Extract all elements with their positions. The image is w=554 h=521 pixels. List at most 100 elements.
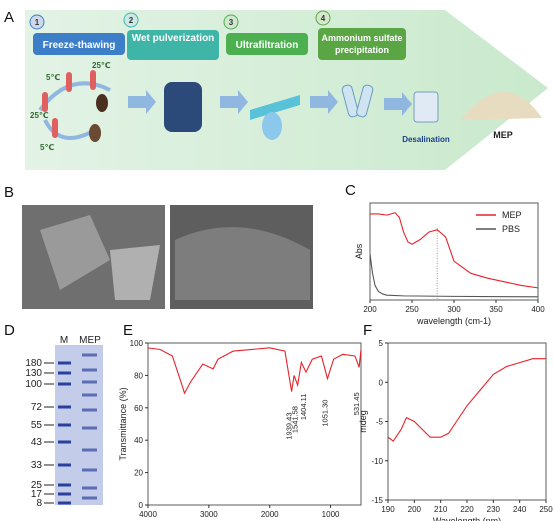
ladder-label: 180 bbox=[25, 358, 42, 369]
sample-band bbox=[82, 448, 97, 452]
droplet bbox=[262, 112, 282, 140]
x-tick-label: 300 bbox=[447, 305, 461, 314]
y-tick-label: 80 bbox=[134, 371, 143, 380]
flow-arrow bbox=[220, 90, 248, 114]
powder bbox=[460, 91, 542, 120]
plot-frame bbox=[387, 342, 547, 501]
x-tick-label: 230 bbox=[487, 505, 501, 514]
chart: E4000300020001000020406080100wavelength … bbox=[118, 322, 362, 519]
step-box bbox=[318, 28, 406, 60]
product-label: MEP bbox=[493, 130, 513, 140]
ladder-label: 55 bbox=[31, 420, 43, 431]
x-tick-label: 250 bbox=[539, 505, 553, 514]
ladder-band bbox=[58, 440, 71, 444]
panel-label: A bbox=[4, 9, 14, 26]
mushroom bbox=[89, 124, 101, 142]
peak-label: 1541.58 bbox=[291, 406, 300, 433]
y-tick-label: 20 bbox=[134, 469, 143, 478]
tube bbox=[341, 84, 359, 118]
sample-band bbox=[82, 408, 97, 412]
legend-label: MEP bbox=[502, 210, 522, 220]
x-tick-label: 210 bbox=[434, 505, 448, 514]
ladder-band bbox=[58, 492, 71, 496]
sem-feature bbox=[110, 245, 160, 300]
panel-label: B bbox=[4, 184, 14, 201]
ladder-band bbox=[58, 382, 71, 386]
data-line bbox=[147, 347, 362, 395]
ladder-label: 8 bbox=[36, 498, 42, 509]
ladder-band bbox=[58, 361, 71, 365]
ladder-label: 25 bbox=[31, 480, 43, 491]
step-box bbox=[127, 30, 219, 60]
flow-arrow bbox=[128, 90, 156, 114]
peak-label: 1404.11 bbox=[299, 394, 308, 421]
legend-label: PBS bbox=[502, 224, 520, 234]
chart: C 200 250 300 350 400 wavelength (cm-1) Abs MEP P… bbox=[345, 182, 545, 326]
sample-band bbox=[82, 496, 97, 500]
y-tick-label: 0 bbox=[379, 378, 384, 387]
x-tick-label: 1000 bbox=[322, 510, 340, 519]
x-tick-label: 4000 bbox=[139, 510, 157, 519]
y-tick-label: 60 bbox=[134, 404, 143, 413]
flow-arrow bbox=[310, 90, 338, 114]
ladder-label: 130 bbox=[25, 368, 42, 379]
thermometer bbox=[66, 72, 72, 92]
ladder-label: 33 bbox=[31, 460, 43, 471]
peak-label: 1051.30 bbox=[320, 400, 329, 427]
sample-band bbox=[82, 368, 97, 372]
lane-label: MEP bbox=[79, 335, 101, 346]
y-axis-label: mdeg bbox=[358, 410, 368, 433]
sample-band bbox=[82, 426, 97, 430]
x-tick-label: 200 bbox=[408, 505, 422, 514]
x-tick-label: 250 bbox=[405, 305, 419, 314]
grinder bbox=[164, 82, 202, 132]
sample-band bbox=[82, 353, 97, 357]
x-tick-label: 220 bbox=[460, 505, 474, 514]
step-number bbox=[29, 14, 45, 30]
sem-feature bbox=[175, 227, 310, 300]
step-label: Ultrafiltration bbox=[236, 40, 299, 51]
mushroom bbox=[96, 94, 108, 112]
thermometer bbox=[52, 118, 58, 138]
peak-label: 531.45 bbox=[352, 392, 361, 415]
sample-band bbox=[82, 468, 97, 472]
ladder-label: 72 bbox=[31, 402, 43, 413]
y-axis-label: Transmittance (%) bbox=[118, 387, 128, 460]
thermometer bbox=[42, 92, 48, 112]
step-label: Wet pulverization bbox=[131, 33, 215, 44]
ladder-band bbox=[58, 405, 71, 409]
thermometer bbox=[90, 70, 96, 90]
ladder-band bbox=[58, 423, 71, 427]
ladder-label: 100 bbox=[25, 379, 42, 390]
step-number-text: 4 bbox=[321, 14, 326, 23]
panel-label: F bbox=[363, 322, 372, 339]
y-tick-label: 5 bbox=[379, 339, 384, 348]
lane-label: M bbox=[60, 335, 68, 346]
temperature: 5℃ bbox=[40, 143, 54, 152]
panel-a: A 1 2 3 4 Freeze-thawing Wet pulverizati… bbox=[4, 9, 548, 170]
step-label-box: Ammonium sulfate precipitation bbox=[321, 33, 402, 55]
data-line bbox=[370, 212, 539, 289]
sem-feature bbox=[40, 215, 110, 290]
step-box bbox=[226, 33, 308, 55]
panel-label: D bbox=[4, 322, 15, 339]
panel-label: E bbox=[123, 322, 133, 339]
x-axis-label: wavelength (cm-1) bbox=[416, 316, 491, 326]
data-line bbox=[369, 253, 539, 298]
y-tick-label: -5 bbox=[376, 418, 384, 427]
temperature: 25℃ bbox=[92, 61, 111, 70]
ladder-band bbox=[58, 501, 71, 505]
x-tick-label: 190 bbox=[381, 505, 395, 514]
step-number-text: 3 bbox=[229, 18, 234, 27]
x-tick-label: 2000 bbox=[261, 510, 279, 519]
y-tick-label: 100 bbox=[130, 339, 144, 348]
ladder-label: 43 bbox=[31, 437, 43, 448]
step-number bbox=[123, 12, 139, 28]
step-number bbox=[315, 10, 331, 26]
dialysis-beaker bbox=[413, 91, 439, 123]
ladder-band bbox=[58, 371, 71, 375]
panel-label: C bbox=[345, 182, 356, 199]
flow-arrow bbox=[384, 92, 412, 116]
